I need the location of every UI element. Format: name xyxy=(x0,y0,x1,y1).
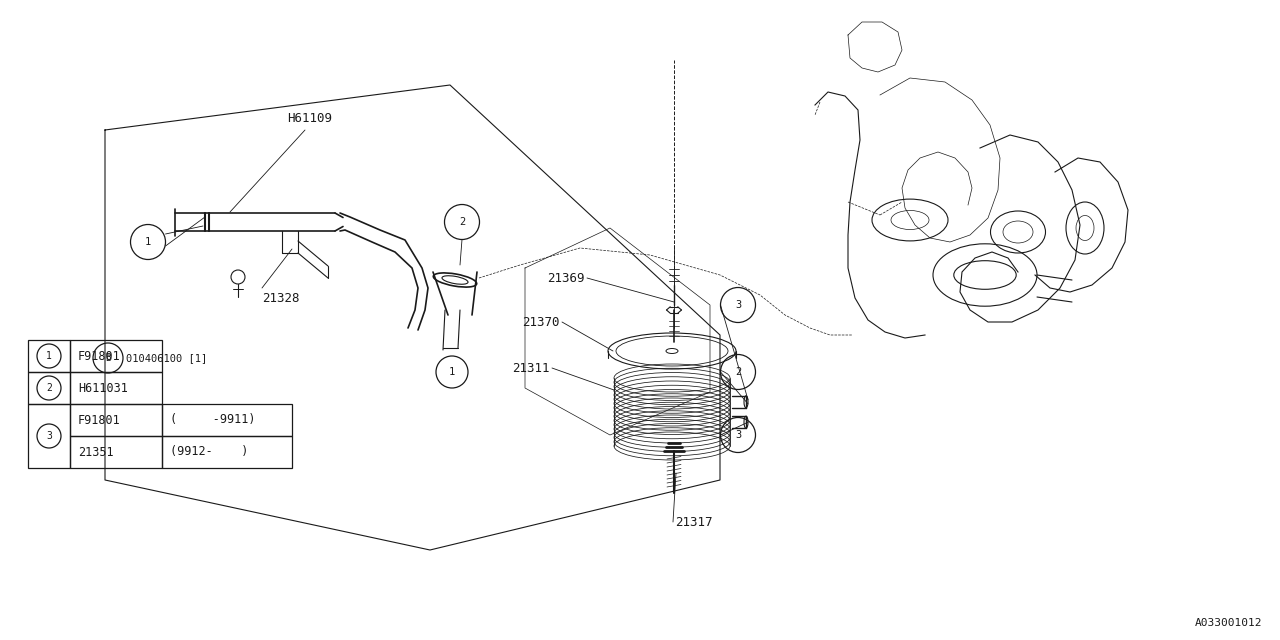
Text: 010406100 [1]: 010406100 [1] xyxy=(125,353,207,363)
Text: 21317: 21317 xyxy=(675,515,713,529)
Text: 2: 2 xyxy=(458,217,465,227)
Text: 1: 1 xyxy=(145,237,151,247)
Bar xyxy=(70,340,163,372)
Text: 3: 3 xyxy=(735,300,741,310)
Text: A033001012: A033001012 xyxy=(1194,618,1262,628)
Bar xyxy=(70,436,163,468)
Text: 1: 1 xyxy=(46,351,52,361)
Text: 1: 1 xyxy=(449,367,456,377)
Bar xyxy=(70,404,163,436)
Text: (9912-    ): (9912- ) xyxy=(170,445,248,458)
Text: 21351: 21351 xyxy=(78,445,114,458)
Text: 2: 2 xyxy=(735,367,741,377)
Text: 21311: 21311 xyxy=(512,362,550,374)
Text: 3: 3 xyxy=(735,430,741,440)
Text: 3: 3 xyxy=(46,431,52,441)
Bar xyxy=(163,436,292,468)
Text: H61109: H61109 xyxy=(288,111,333,125)
Text: 21328: 21328 xyxy=(262,291,300,305)
Text: 21370: 21370 xyxy=(522,316,561,328)
Bar xyxy=(28,340,70,372)
Text: 2: 2 xyxy=(46,383,52,393)
Text: 21369: 21369 xyxy=(548,271,585,285)
Bar xyxy=(163,404,292,436)
Text: H611031: H611031 xyxy=(78,381,128,394)
Text: F91801: F91801 xyxy=(78,349,120,362)
Text: (     -9911): ( -9911) xyxy=(170,413,256,426)
Bar xyxy=(70,372,163,404)
Bar xyxy=(28,372,70,404)
Bar xyxy=(28,404,70,468)
Text: B: B xyxy=(105,353,111,363)
Text: F91801: F91801 xyxy=(78,413,120,426)
